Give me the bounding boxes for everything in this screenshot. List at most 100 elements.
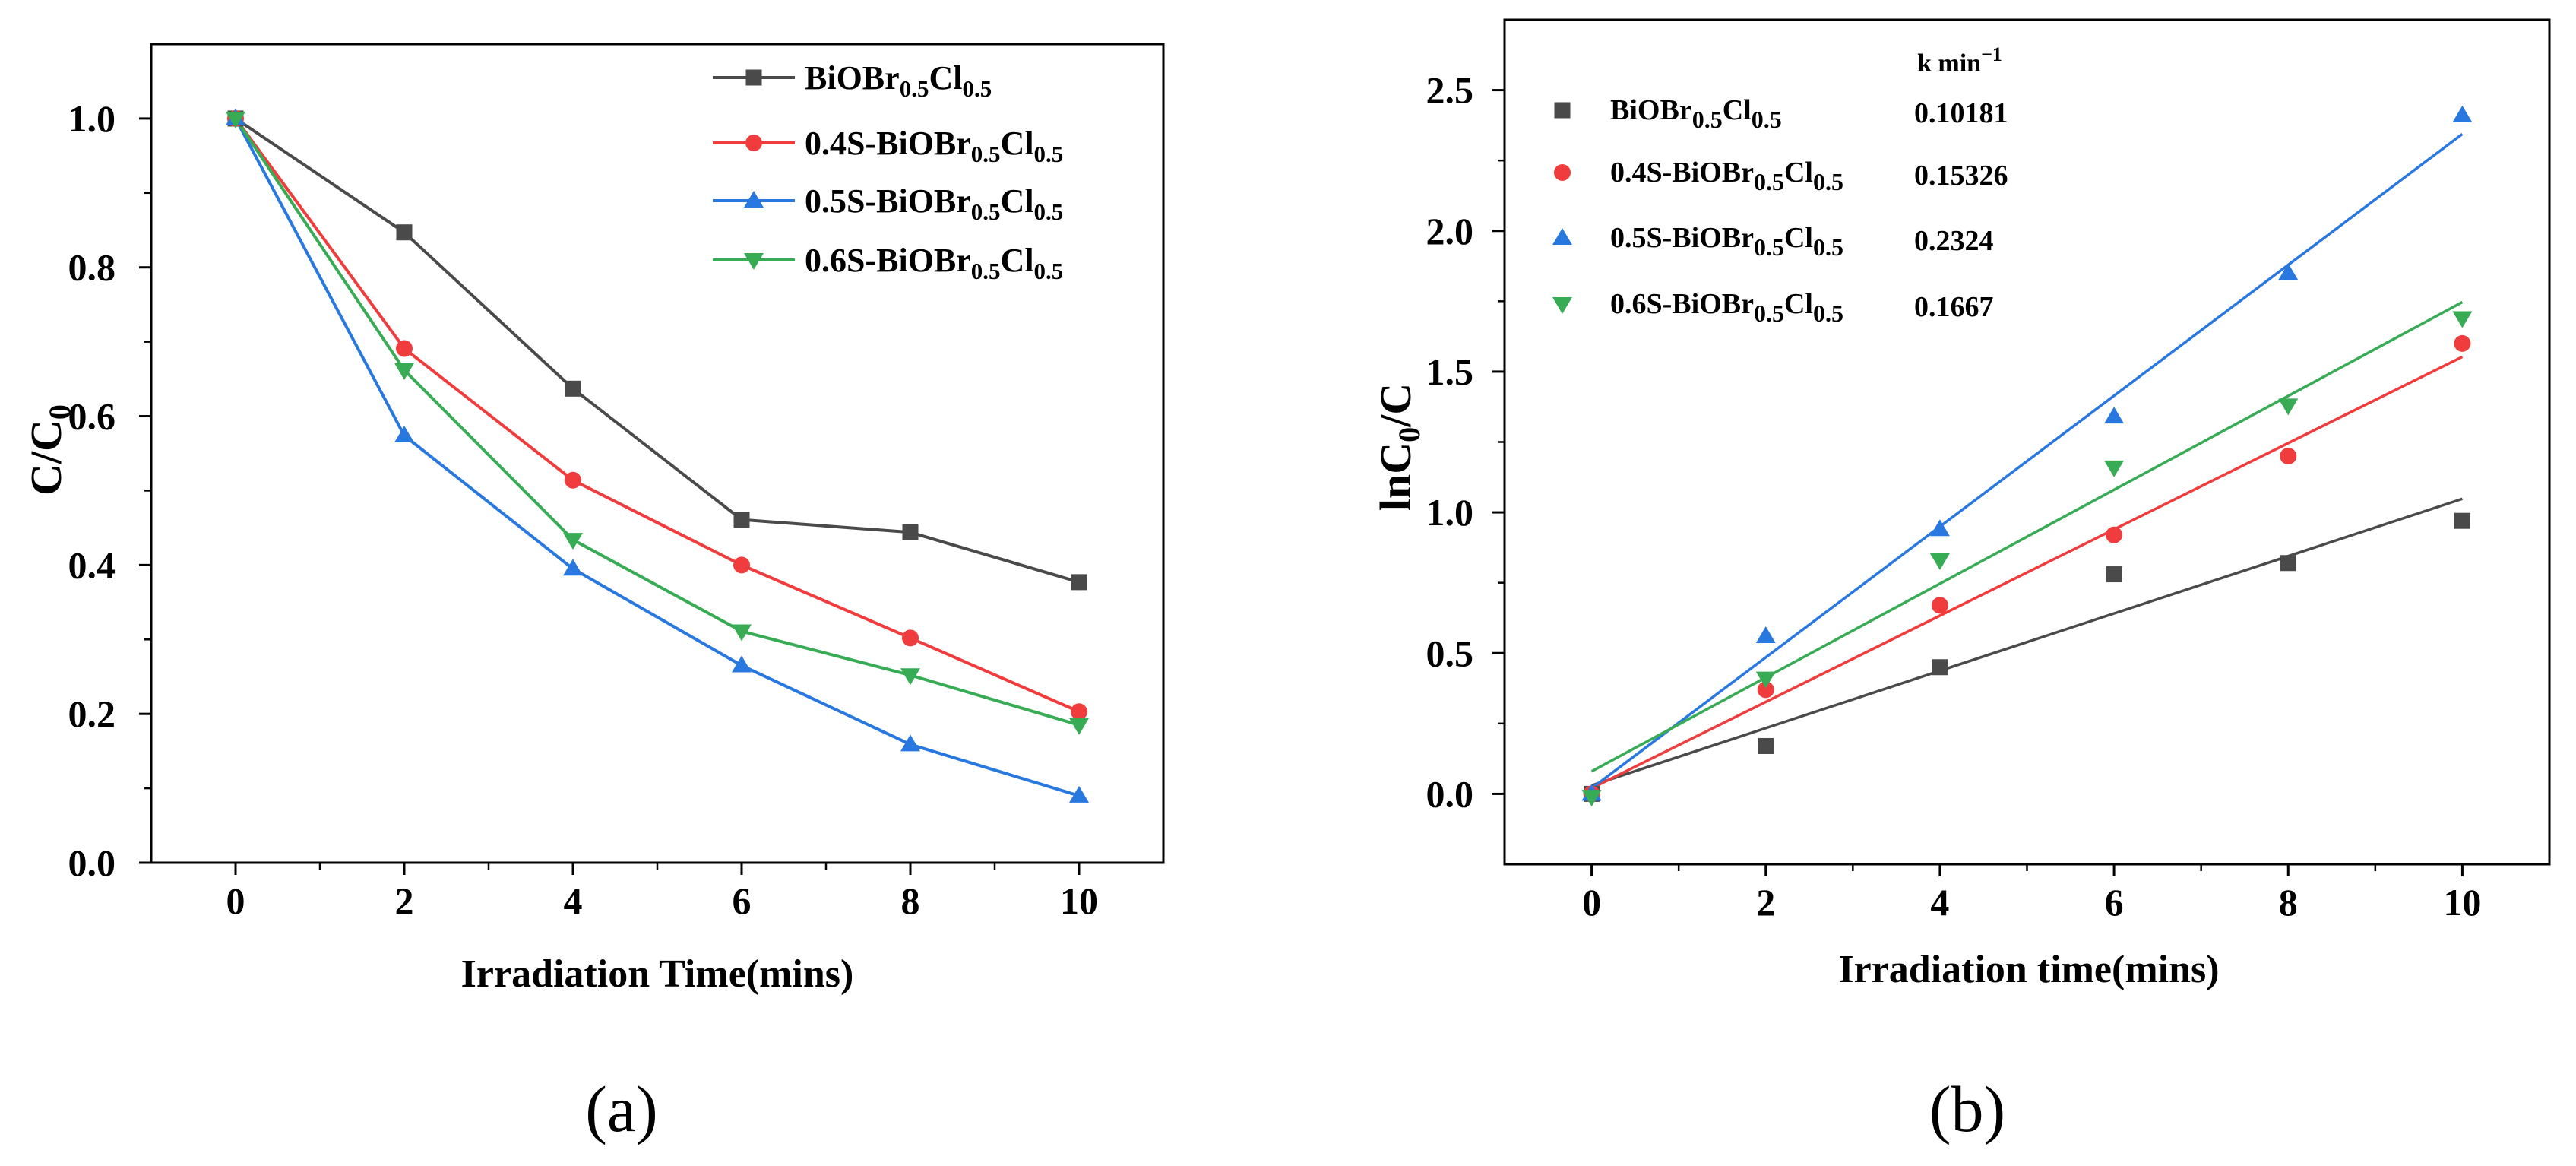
legend-rate-constant: 0.2324 [1914, 225, 1994, 257]
text-run: Cl [929, 59, 962, 97]
legend-marker [1554, 164, 1571, 181]
panel-a-y-axis-title: C/C0 [21, 404, 77, 496]
text-run: BiOBr [805, 59, 900, 97]
legend-marker [745, 135, 762, 151]
series-line [234, 117, 1080, 584]
data-point [565, 380, 581, 397]
legend-label: 0.4S-BiOBr0.5Cl0.5 [805, 125, 1063, 167]
subscript-text: 0.5 [971, 141, 1001, 167]
text-run: Cl [1784, 288, 1813, 320]
x-tick-label: 8 [901, 879, 920, 922]
subscript-text: 0.5 [962, 75, 992, 102]
data-point [900, 734, 920, 752]
legend-label: 0.5S-BiOBr0.5Cl0.5 [1610, 222, 1843, 261]
text-run: /C [1371, 383, 1420, 428]
panel-a-x-axis-title: Irradiation Time(mins) [461, 952, 854, 996]
data-point [2452, 311, 2473, 328]
data-point [2278, 398, 2299, 416]
x-tick-label: 10 [2443, 881, 2481, 924]
data-point [565, 471, 581, 489]
panel-a-legend: BiOBr0.5Cl0.50.4S-BiOBr0.5Cl0.50.5S-BiOB… [713, 59, 1063, 284]
data-point [2278, 263, 2299, 280]
data-point [1929, 553, 1950, 571]
subscript-text: 0.5 [1754, 168, 1784, 195]
data-point [1071, 574, 1087, 591]
data-point [2106, 566, 2122, 583]
data-point [2454, 334, 2471, 352]
data-point [1069, 785, 1089, 803]
panel-a-chart: 0 2 4 6 8 10 0.0 0.2 0.4 0.6 0.8 1.0 [68, 43, 1165, 922]
subscript-text: 0.5 [1692, 106, 1723, 133]
subscript-text: 0.5 [1034, 141, 1064, 167]
y-tick-label: 0.2 [68, 692, 116, 735]
y-tick-label: 1.5 [1426, 350, 1474, 393]
data-point [2104, 460, 2125, 477]
data-point [2280, 448, 2297, 465]
text-run: 0.5S-BiOBr [805, 182, 971, 220]
legend-marker [1552, 228, 1572, 245]
subscript-text: 0.5 [1752, 106, 1782, 133]
x-tick-label: 0 [226, 879, 245, 922]
legend-marker [1554, 102, 1571, 119]
data-point [563, 533, 583, 550]
legend-marker [1552, 297, 1572, 314]
subscript-text: 0.5 [1813, 168, 1843, 195]
y-tick-label: 0.8 [68, 246, 116, 289]
x-tick-label: 6 [2105, 881, 2124, 924]
legend-marker [744, 191, 764, 208]
data-point [1929, 519, 1950, 537]
data-point [732, 624, 752, 642]
data-point [563, 559, 583, 576]
panel-b-caption: (b) [1929, 1073, 2005, 1145]
data-point [2106, 526, 2123, 543]
legend-marker [745, 69, 762, 86]
series-line [234, 117, 1080, 727]
text-run: 0.6S-BiOBr [805, 242, 971, 279]
legend-rate-constant: 0.15326 [1914, 160, 2008, 192]
y-tick-label: 0.0 [68, 841, 116, 884]
data-point [1069, 718, 1089, 735]
legend-label: BiOBr0.5Cl0.5 [805, 59, 992, 102]
legend-entry: 0.4S-BiOBr0.5Cl0.5 [713, 125, 1063, 167]
x-tick-label: 0 [1582, 881, 1601, 924]
x-tick-label: 4 [564, 879, 583, 922]
panel-b-chart: 0 2 4 6 8 10 0.0 0.5 1.0 1.5 2.0 2.5 [1426, 18, 2551, 924]
subscript-text: 0 [43, 404, 77, 420]
text-run: k min [1917, 49, 1981, 78]
superscript-text: −1 [1981, 43, 2002, 65]
panel-b-x-axis-title: Irradiation time(mins) [1838, 948, 2219, 991]
data-point [1932, 659, 1948, 676]
text-run: Cl [1001, 242, 1034, 279]
x-tick-label: 4 [1930, 881, 1949, 924]
plot-frame [1503, 18, 2551, 866]
text-run: Cl [1784, 222, 1813, 254]
y-tick-label: 0.0 [1426, 772, 1474, 815]
fit-line [1591, 497, 2463, 787]
legend-label: 0.6S-BiOBr0.5Cl0.5 [805, 242, 1063, 284]
x-tick-label: 6 [733, 879, 752, 922]
plot-frame [150, 43, 1165, 864]
data-point [732, 655, 752, 673]
legend-entry: 0.5S-BiOBr0.5Cl0.5 0.2324 [1552, 222, 1994, 261]
legend-entry: BiOBr0.5Cl0.5 [713, 59, 992, 102]
x-tick-label: 8 [2279, 881, 2298, 924]
data-point [902, 629, 919, 647]
fit-line [1590, 355, 2464, 790]
text-run: 0.6S-BiOBr [1610, 288, 1754, 320]
data-point [1757, 681, 1774, 699]
data-point [1931, 597, 1948, 614]
data-point [1758, 737, 1774, 754]
subscript-text: 0 [1392, 427, 1426, 442]
data-point [1071, 703, 1087, 721]
data-point [902, 524, 919, 540]
fit-line [1590, 300, 2464, 773]
legend-entry: 0.4S-BiOBr0.5Cl0.5 0.15326 [1554, 157, 2008, 195]
text-run: Cl [1001, 125, 1034, 162]
y-tick-label: 1.0 [1426, 491, 1474, 534]
y-tick-label: 0.6 [68, 395, 116, 438]
legend-entry: 0.5S-BiOBr0.5Cl0.5 [713, 182, 1063, 225]
subscript-text: 0.5 [1813, 233, 1843, 261]
text-run: 0.4S-BiOBr [1610, 157, 1754, 189]
